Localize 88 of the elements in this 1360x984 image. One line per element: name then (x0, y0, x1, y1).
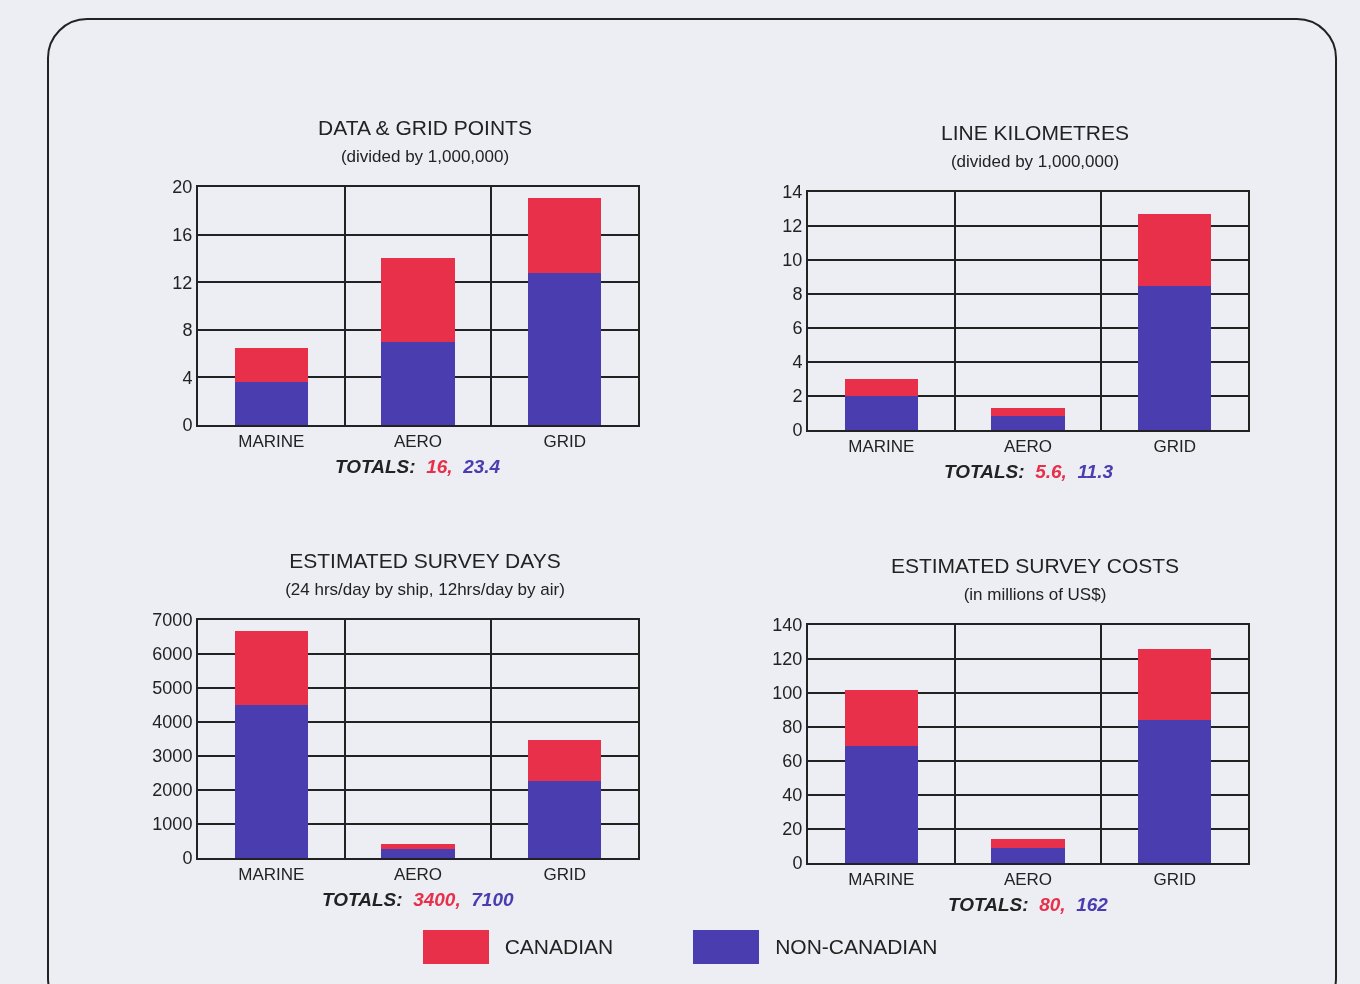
y-tick-label: 7000 (152, 610, 193, 631)
y-tick-label: 16 (172, 224, 193, 245)
y-tick-label: 0 (792, 420, 803, 441)
y-tick-label: 20 (172, 177, 193, 198)
bar (844, 396, 918, 430)
y-tick-label: 140 (772, 615, 803, 636)
legend-label: NON-CANADIAN (775, 935, 938, 959)
bar (381, 258, 455, 342)
bar (528, 272, 602, 425)
y-tick-label: 2000 (152, 780, 193, 801)
bar (844, 379, 918, 396)
x-tick-label: GRID (1153, 870, 1196, 890)
y-tick-label: 1000 (152, 814, 193, 835)
legend-label: CANADIAN (504, 935, 614, 959)
y-tick-label: 10 (782, 250, 803, 271)
x-tick-label: AERO (1003, 870, 1053, 890)
bar (991, 407, 1065, 417)
bar (528, 740, 602, 781)
bar (1138, 720, 1212, 863)
text: 16, (426, 456, 453, 477)
y-tick-label: 4000 (152, 712, 193, 733)
y-tick-label: 14 (782, 182, 803, 203)
text: 7100 (471, 889, 514, 910)
chart-title: ESTIMATED SURVEY COSTS (890, 554, 1180, 577)
x-tick-label: MARINE (848, 437, 915, 457)
x-tick-label: GRID (543, 865, 586, 885)
y-tick-label: 60 (782, 751, 803, 772)
y-tick-label: 4 (792, 352, 803, 373)
y-tick-label: 6000 (152, 644, 193, 665)
y-tick-label: 12 (172, 272, 193, 293)
text: 11.3 (1077, 461, 1114, 482)
x-tick-label: MARINE (238, 432, 305, 452)
text: TOTALS: (322, 889, 403, 910)
text: 80, (1039, 894, 1066, 915)
text: 5.6, (1035, 461, 1067, 482)
bar (1138, 648, 1212, 721)
text: 3400, (413, 889, 461, 910)
text: 162 (1076, 894, 1109, 915)
chart-subtitle: (divided by 1,000,000) (340, 147, 510, 167)
x-tick-label: AERO (393, 865, 443, 885)
chart-title: ESTIMATED SURVEY DAYS (289, 549, 561, 572)
y-tick-label: 40 (782, 785, 803, 806)
bar (381, 844, 455, 850)
bar (1138, 285, 1212, 430)
bar (1138, 214, 1212, 286)
bar (381, 849, 455, 858)
y-tick-label: 20 (782, 819, 803, 840)
bar (844, 689, 918, 746)
bar (234, 347, 308, 383)
text: TOTALS: (944, 461, 1025, 482)
bar (234, 630, 308, 705)
y-tick-label: 0 (792, 853, 803, 874)
x-tick-label: GRID (543, 432, 586, 452)
bar (528, 197, 602, 273)
bar (381, 341, 455, 425)
bar (844, 745, 918, 863)
x-tick-label: MARINE (238, 865, 305, 885)
x-tick-label: AERO (1003, 437, 1053, 457)
bar (991, 416, 1065, 430)
y-tick-label: 0 (182, 415, 193, 436)
chart-title: LINE KILOMETRES (941, 121, 1129, 144)
x-tick-label: GRID (1153, 437, 1196, 457)
y-tick-label: 3000 (152, 746, 193, 767)
y-tick-label: 8 (792, 284, 803, 305)
y-tick-label: 0 (182, 848, 193, 869)
y-tick-label: 2 (792, 386, 803, 407)
y-tick-label: 80 (782, 717, 803, 738)
text: 23.4 (462, 456, 501, 477)
bar (528, 780, 602, 858)
x-tick-label: MARINE (848, 870, 915, 890)
chart-subtitle: (in millions of US$) (963, 585, 1107, 605)
y-tick-label: 4 (182, 367, 193, 388)
y-tick-label: 100 (772, 683, 803, 704)
y-tick-label: 6 (792, 318, 803, 339)
chart-subtitle: (divided by 1,000,000) (950, 152, 1120, 172)
y-tick-label: 8 (182, 320, 193, 341)
bar (234, 705, 308, 858)
y-tick-label: 12 (782, 216, 803, 237)
y-tick-label: 5000 (152, 678, 193, 699)
bar (234, 382, 308, 425)
y-tick-label: 120 (772, 649, 803, 670)
chart-subtitle: (24 hrs/day by ship, 12hrs/day by air) (285, 580, 565, 600)
bar (991, 847, 1065, 863)
bar (991, 839, 1065, 848)
chart-title: DATA & GRID POINTS (318, 116, 532, 139)
text: TOTALS: (335, 456, 416, 477)
x-tick-label: AERO (393, 432, 443, 452)
text: TOTALS: (948, 894, 1029, 915)
